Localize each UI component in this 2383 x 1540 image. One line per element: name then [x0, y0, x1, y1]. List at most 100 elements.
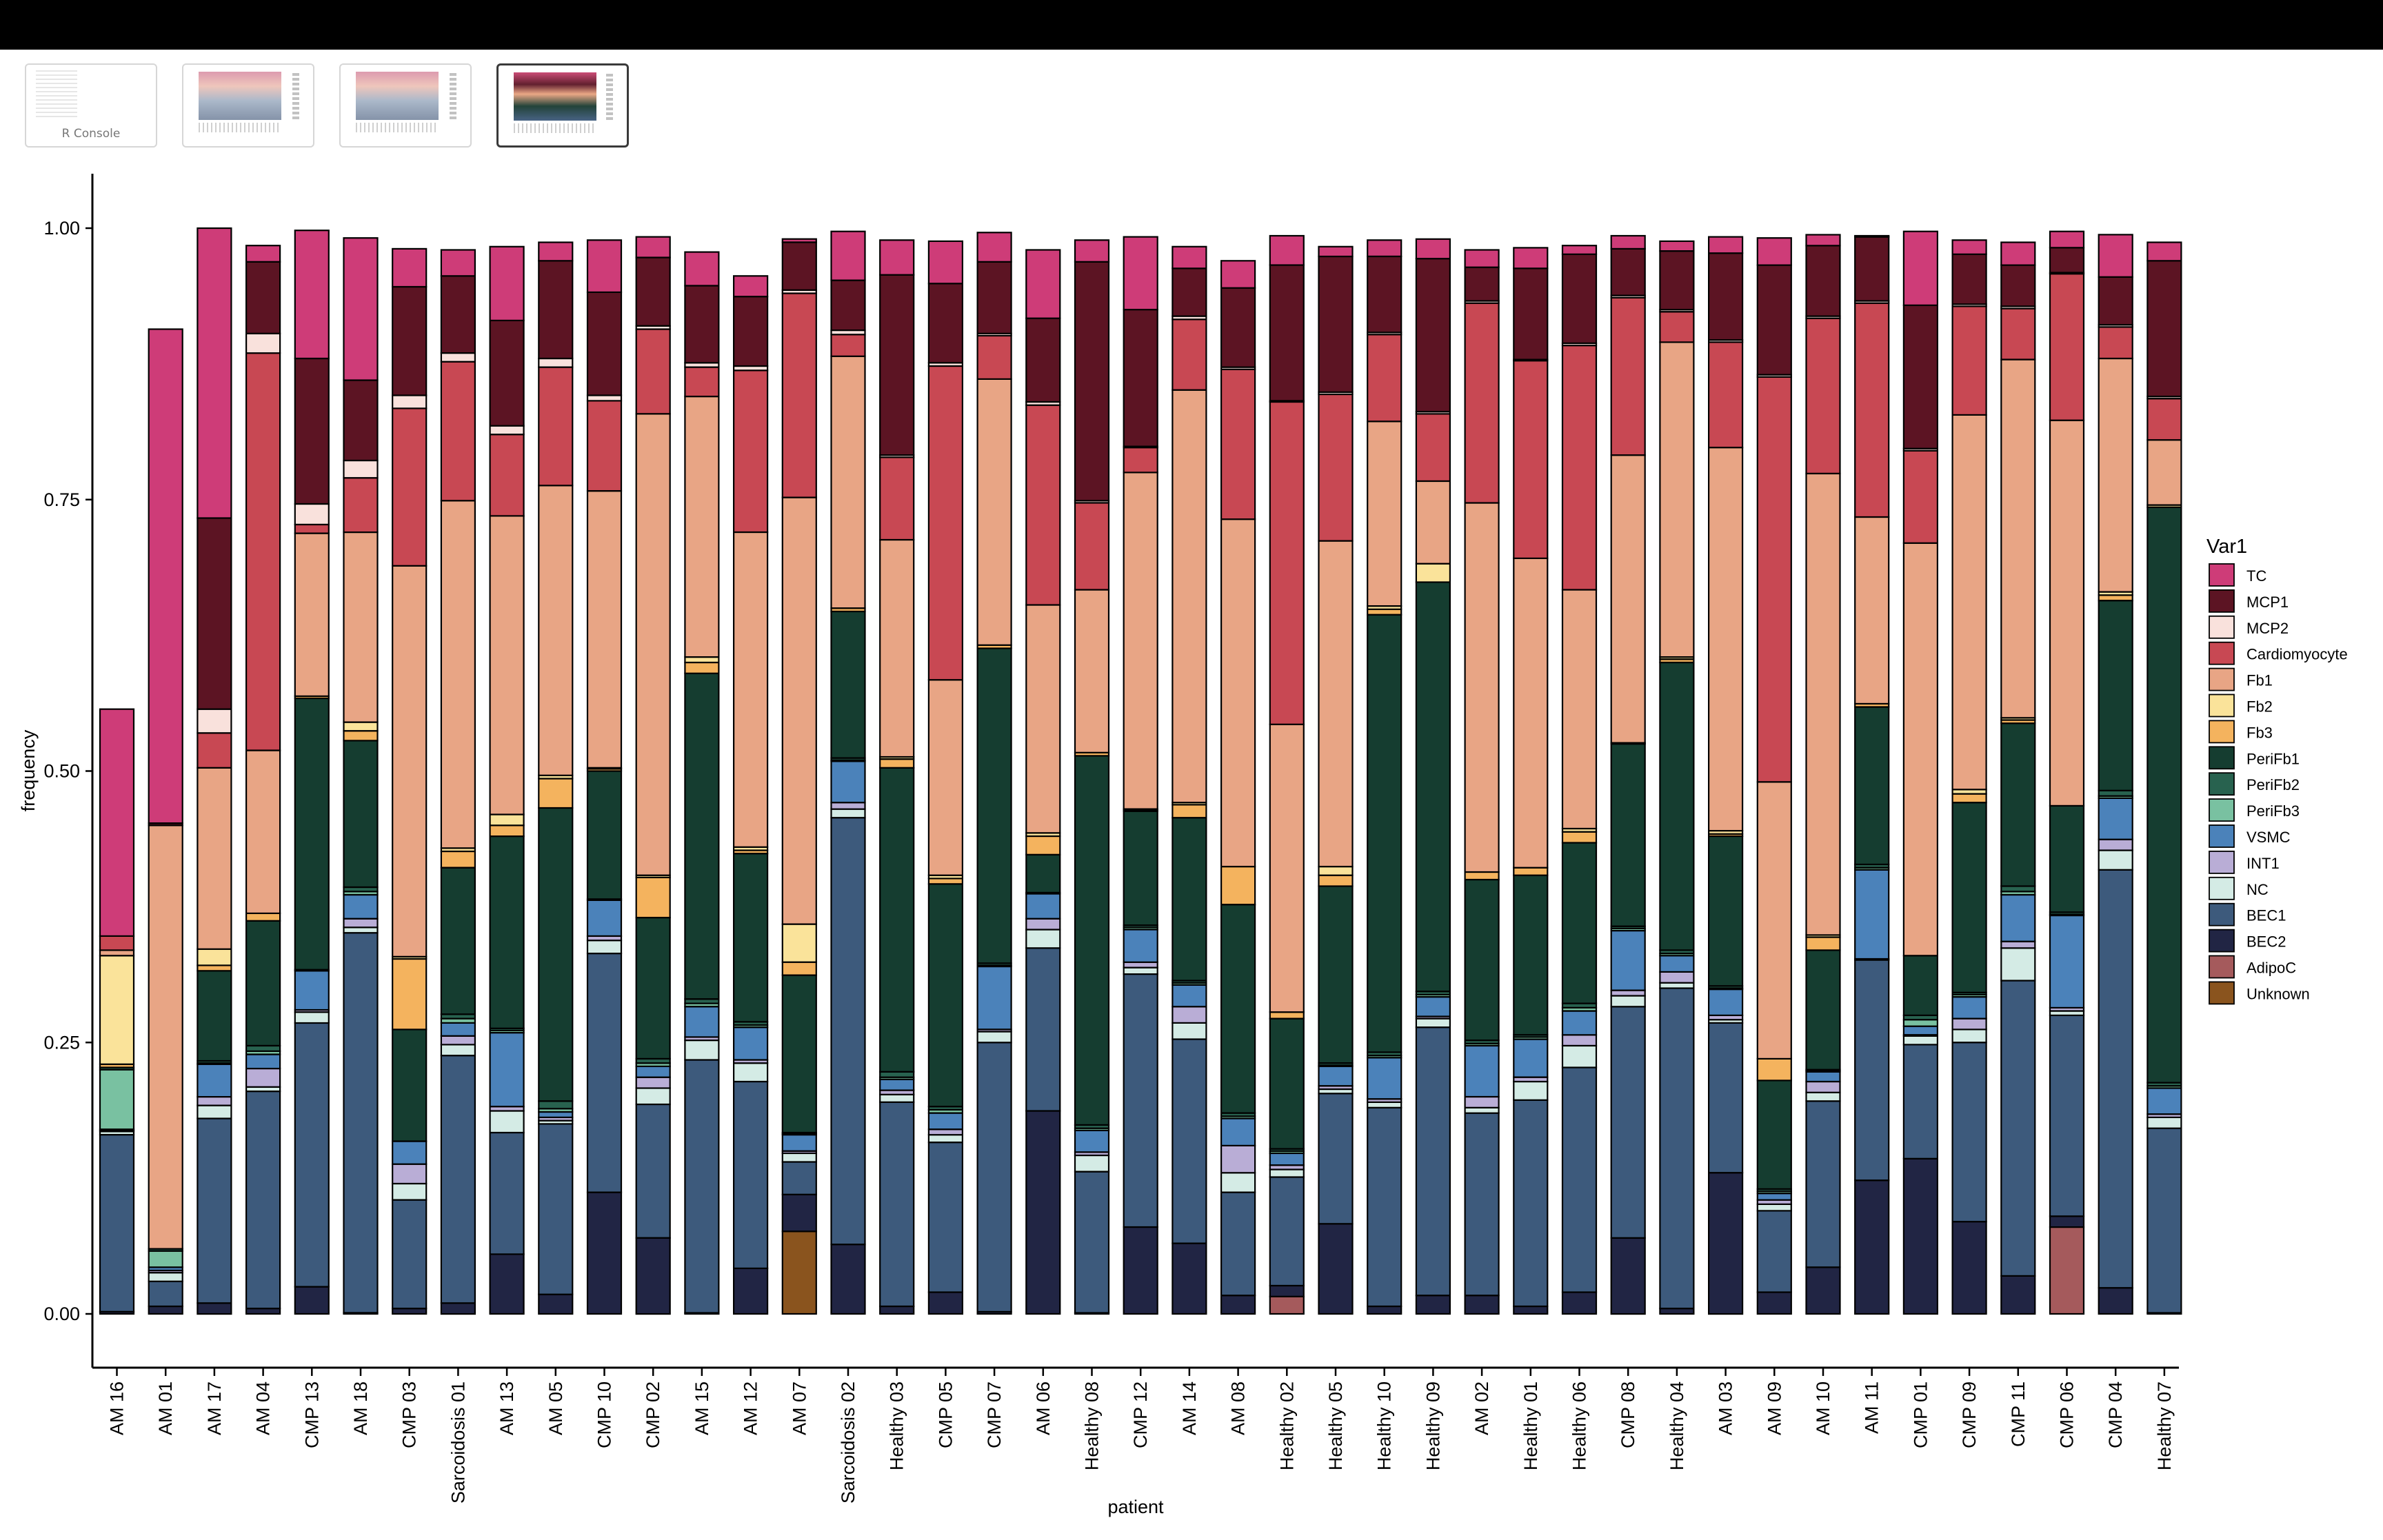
bar-segment-mcp1 — [1756, 264, 1792, 376]
bar-segment-bec1 — [1854, 959, 1890, 1182]
console-preview — [36, 70, 77, 119]
bar-stack-healthy-08 — [1074, 239, 1110, 1315]
legend-preview — [450, 73, 456, 121]
bar-segment-cardiomyocyte — [1318, 393, 1354, 542]
bar-segment-fb1 — [1367, 421, 1402, 607]
legend-swatch-adipoc — [2209, 955, 2235, 979]
thumbnail-plot-2[interactable] — [339, 63, 472, 148]
plot-preview — [199, 72, 281, 120]
bar-segment-fb3 — [2098, 594, 2133, 602]
bar-segment-tc — [781, 238, 817, 243]
bar-stack-healthy-06 — [1561, 245, 1598, 1315]
bar-segment-fb3 — [1561, 831, 1598, 844]
bar-segment-int1 — [197, 1095, 232, 1106]
bar-stack-healthy-09 — [1415, 238, 1451, 1315]
bar-segment-int1 — [1561, 1034, 1598, 1046]
bar-segment-vsmc — [684, 1006, 720, 1038]
bar-segment-mcp1 — [1708, 252, 1744, 341]
bar-segment-mcp1 — [1074, 261, 1110, 502]
legend-label-adipoc: AdipoC — [2246, 960, 2296, 977]
bar-segment-mcp2 — [489, 425, 525, 436]
thumbnail-r-console[interactable]: R Console — [25, 63, 157, 148]
bar-stack-healthy-05 — [1318, 245, 1354, 1315]
bar-segment-bec1 — [99, 1133, 135, 1313]
bar-segment-tc — [1708, 236, 1744, 254]
bar-segment-mcp1 — [1172, 267, 1207, 317]
bar-segment-nc — [927, 1133, 964, 1144]
bar-segment-cardiomyocyte — [635, 328, 671, 415]
thumbnail-plot-1[interactable] — [182, 63, 314, 148]
bar-segment-fb1 — [830, 355, 866, 609]
bar-segment-int1 — [1025, 918, 1061, 931]
bar-segment-vsmc — [489, 1031, 525, 1108]
y-axis-title: frequency — [18, 729, 39, 811]
bar-segment-mcp1 — [1513, 267, 1549, 361]
bar-segment-bec2 — [1172, 1242, 1207, 1315]
bar-segment-perifb1 — [1415, 581, 1451, 993]
bar-segment-bec1 — [148, 1280, 183, 1308]
bar-segment-bec1 — [1561, 1066, 1598, 1293]
bar-segment-tc — [2000, 241, 2036, 266]
bar-segment-cardiomyocyte — [294, 523, 330, 534]
bar-segment-fb1 — [392, 565, 428, 958]
bar-segment-mcp1 — [2146, 260, 2182, 398]
bar-segment-perifb1 — [976, 647, 1012, 964]
bar-segment-tc — [635, 236, 671, 259]
bar-segment-fb2 — [99, 955, 135, 1065]
bar-segment-bec2 — [392, 1307, 428, 1315]
x-tick-label: Healthy 07 — [2154, 1381, 2175, 1470]
bar-segment-bec2 — [732, 1267, 769, 1315]
bar-segment-fb1 — [1659, 341, 1695, 658]
bar-segment-cardiomyocyte — [1805, 317, 1841, 475]
axis-preview — [514, 123, 596, 133]
bar-segment-mcp2 — [392, 394, 428, 409]
bar-segment-bec2 — [586, 1191, 623, 1315]
bar-segment-tc — [538, 241, 574, 262]
bar-segment-perifb1 — [1756, 1080, 1792, 1191]
bar-segment-mcp1 — [440, 275, 476, 354]
bar-segment-fb1 — [1513, 557, 1549, 869]
bar-segment-mcp1 — [1318, 255, 1354, 393]
bar-segment-perifb2 — [245, 1044, 281, 1053]
bar-stack-cmp-08 — [1610, 234, 1646, 1315]
bar-segment-fb1 — [1561, 589, 1598, 830]
thumbnail-plot-3-active[interactable] — [496, 63, 629, 148]
legend-swatch-perifb1 — [2209, 746, 2235, 770]
plot-history-strip: R Console — [0, 63, 690, 153]
bar-segment-mcp1 — [879, 274, 915, 456]
bar-segment-bec1 — [1951, 1042, 1987, 1223]
bar-segment-tc — [392, 247, 428, 288]
bar-segment-perifb1 — [927, 883, 964, 1108]
bar-segment-mcp1 — [392, 285, 428, 396]
bar-segment-nc — [1464, 1106, 1500, 1114]
bar-segment-fb1 — [1805, 472, 1841, 936]
bar-segment-bec1 — [245, 1090, 281, 1310]
x-tick-label: CMP 13 — [301, 1381, 322, 1448]
bar-segment-vsmc — [927, 1112, 964, 1131]
bar-segment-fb1 — [1025, 604, 1061, 834]
bar-segment-cardiomyocyte — [1756, 376, 1792, 783]
bar-segment-bec2 — [1854, 1179, 1890, 1315]
bar-segment-bec1 — [1659, 987, 1695, 1310]
legend-label-perifb1: PeriFb1 — [2246, 750, 2300, 767]
bar-segment-cardiomyocyte — [976, 334, 1012, 380]
legend-swatch-cardiomyocyte — [2209, 641, 2235, 665]
bar-stack-cmp-06 — [2049, 230, 2085, 1315]
bar-segment-int1 — [1951, 1017, 1987, 1031]
bar-segment-bec1 — [1025, 947, 1061, 1112]
legend-label-bec1: BEC1 — [2246, 907, 2286, 924]
bar-segment-bec2 — [1464, 1295, 1500, 1315]
bar-segment-bec2 — [2098, 1287, 2133, 1315]
x-tick-label: CMP 12 — [1130, 1381, 1151, 1448]
bar-segment-fb1 — [1415, 480, 1451, 565]
bar-segment-perifb1 — [2146, 506, 2182, 1084]
bar-segment-fb3 — [440, 850, 476, 869]
bar-segment-nc — [976, 1031, 1012, 1044]
bar-segment-cardiomyocyte — [684, 366, 720, 398]
bar-stack-cmp-10 — [586, 239, 623, 1315]
bar-segment-bec1 — [976, 1042, 1012, 1313]
x-tick-label: CMP 10 — [594, 1381, 615, 1448]
bar-segment-nc — [1220, 1172, 1256, 1193]
bar-stack-cmp-11 — [2000, 241, 2036, 1315]
bar-segment-nc — [440, 1044, 476, 1057]
